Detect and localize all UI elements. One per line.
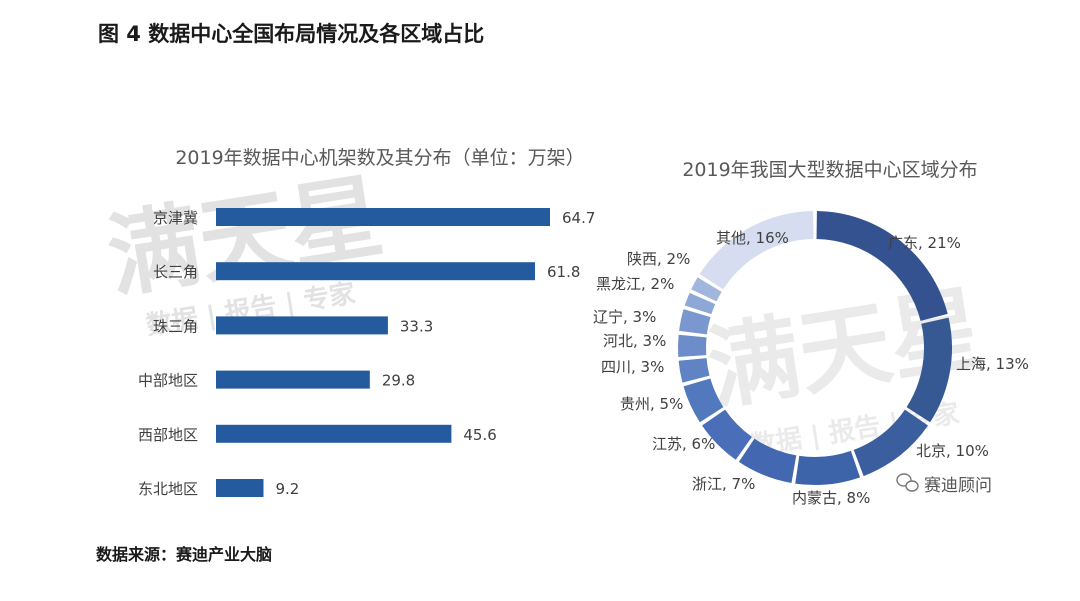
bar bbox=[216, 208, 550, 226]
donut-slice bbox=[816, 211, 948, 321]
bar-chart-title: 2019年数据中心机架数及其分布（单位：万架） bbox=[175, 147, 584, 169]
donut-slice-label: 江苏, 6% bbox=[652, 435, 715, 453]
bar-category-label: 中部地区 bbox=[138, 372, 198, 390]
bar-chart: 京津冀 64.7 长三角 61.8 珠三角 33.3 中部地区 29.8 西部地区 45.6 东北地… bbox=[138, 208, 595, 498]
bar bbox=[216, 316, 388, 335]
donut-slice-label: 上海, 13% bbox=[956, 355, 1029, 373]
bar bbox=[216, 424, 452, 443]
figure-title: 图 4 数据中心全国布局情况及各区域占比 bbox=[98, 22, 485, 46]
donut-slice-label: 河北, 3% bbox=[603, 332, 666, 350]
bar-value-label: 9.2 bbox=[275, 480, 299, 498]
donut-slice-label: 内蒙古, 8% bbox=[792, 489, 870, 507]
donut-slice bbox=[683, 378, 724, 423]
donut-slice bbox=[691, 277, 722, 302]
donut-slice bbox=[678, 358, 710, 383]
bar-category-label: 长三角 bbox=[153, 263, 198, 281]
donut-slice bbox=[699, 211, 814, 290]
donut-slice-label: 广东, 21% bbox=[888, 234, 961, 252]
wechat-account-name: 赛迪顾问 bbox=[924, 475, 992, 496]
bar-category-label: 京津冀 bbox=[153, 209, 198, 227]
bar-value-label: 64.7 bbox=[562, 209, 595, 227]
donut-slice-label: 浙江, 7% bbox=[692, 475, 755, 493]
donut-slice bbox=[853, 409, 928, 477]
bar-value-label: 61.8 bbox=[547, 263, 580, 281]
bar bbox=[216, 262, 536, 281]
donut-slice bbox=[906, 317, 952, 423]
donut-slice bbox=[702, 409, 752, 460]
bar-category-label: 东北地区 bbox=[138, 480, 198, 498]
bar-value-label: 29.8 bbox=[382, 372, 415, 390]
donut-chart-title: 2019年我国大型数据中心区域分布 bbox=[682, 159, 977, 181]
bar-category-label: 珠三角 bbox=[153, 317, 198, 335]
donut-slice bbox=[678, 334, 707, 357]
bar bbox=[216, 370, 370, 389]
donut-slice bbox=[738, 438, 797, 483]
bar-value-label: 33.3 bbox=[400, 317, 433, 335]
donut-slice-label: 四川, 3% bbox=[601, 358, 664, 376]
donut-slice bbox=[795, 450, 861, 486]
donut-slice-label: 其他, 16% bbox=[716, 229, 789, 247]
donut-slice-label: 北京, 10% bbox=[916, 442, 989, 460]
donut-slice-label: 贵州, 5% bbox=[620, 395, 683, 413]
bar-value-label: 45.6 bbox=[463, 426, 496, 444]
watermark: 满天星 数据 | 报告 | 专家 满天星 数据 | 报告 | 专家 bbox=[100, 162, 989, 461]
donut-slice bbox=[679, 309, 711, 335]
donut-chart: 广东, 21% 上海, 13% 北京, 10% 内蒙古, 8% 浙江, 7% 江苏, 6%… bbox=[593, 211, 1029, 507]
bar-category-label: 西部地区 bbox=[138, 426, 198, 444]
bar bbox=[216, 479, 264, 497]
wechat-mark: 赛迪顾问 bbox=[896, 473, 992, 496]
source-note: 数据来源：赛迪产业大脑 bbox=[96, 545, 273, 564]
wechat-icon bbox=[896, 473, 919, 492]
donut-slice-label: 陕西, 2% bbox=[627, 250, 690, 268]
donut-slice bbox=[684, 292, 716, 315]
donut-slice-label: 辽宁, 3% bbox=[593, 308, 656, 326]
donut-slice-label: 黑龙江, 2% bbox=[596, 275, 674, 293]
